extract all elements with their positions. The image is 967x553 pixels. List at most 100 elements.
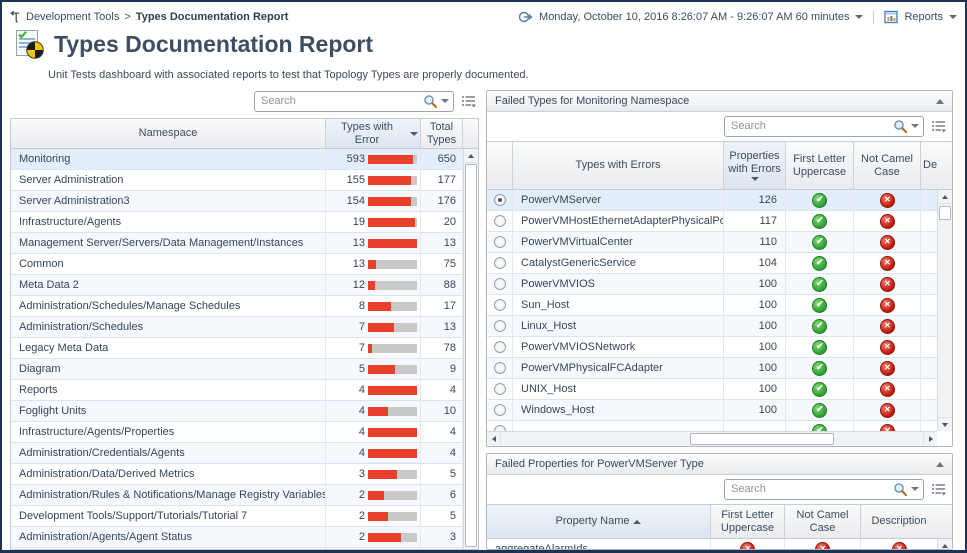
- collapse-icon[interactable]: [936, 461, 944, 467]
- table-row[interactable]: Administration/Data/Derived Metrics 3 5: [11, 464, 463, 485]
- table-row[interactable]: Infrastructure/Agents/Properties 4 4: [11, 422, 463, 443]
- row-radio-button[interactable]: [493, 320, 506, 332]
- table-row[interactable]: Server Administration 155 177: [11, 170, 463, 191]
- failed-properties-panel-header[interactable]: Failed Properties for PowerVMServer Type: [487, 454, 952, 475]
- row-radio-button[interactable]: [493, 299, 506, 311]
- types-with-error-cell: 4: [326, 443, 421, 463]
- table-row[interactable]: Management Server/Servers/Data Managemen…: [11, 233, 463, 254]
- row-radio-button[interactable]: [493, 383, 506, 395]
- table-row[interactable]: Sun_Host 100: [487, 295, 937, 316]
- search-icon[interactable]: [893, 119, 908, 134]
- row-radio-button[interactable]: [493, 404, 506, 416]
- table-row[interactable]: Diagram 5 9: [11, 359, 463, 380]
- scroll-up-button[interactable]: [464, 149, 478, 163]
- table-row[interactable]: PowerVMVIOSNetwork 100: [487, 337, 937, 358]
- table-row[interactable]: Monitoring 593 650: [11, 149, 463, 170]
- scrollbar-thumb[interactable]: [939, 206, 951, 220]
- column-header-total-types[interactable]: Total Types: [421, 119, 463, 148]
- namespace-cell: Reports: [11, 380, 326, 400]
- breadcrumb-section[interactable]: Development Tools: [26, 10, 120, 23]
- column-header-not-camel-case[interactable]: Not Camel Case: [785, 505, 861, 538]
- table-row[interactable]: Common 13 75: [11, 254, 463, 275]
- table-row[interactable]: PowerVMVirtualCenter 110: [487, 232, 937, 253]
- not-camel-case-cell: [854, 337, 921, 357]
- search-input[interactable]: [731, 120, 890, 132]
- column-header-properties-with-errors[interactable]: Properties with Errors: [724, 142, 786, 189]
- row-radio-button[interactable]: [493, 236, 506, 248]
- vertical-scrollbar[interactable]: [937, 539, 952, 549]
- column-header-description-truncated[interactable]: Des: [923, 159, 937, 172]
- row-radio-button[interactable]: [493, 425, 506, 431]
- column-header-types-with-error[interactable]: Types with Error: [326, 119, 421, 148]
- failed-properties-grid: Property Name First Letter Uppercase Not…: [487, 504, 952, 549]
- column-header-first-letter-uppercase[interactable]: First Letter Uppercase: [711, 505, 785, 538]
- scrollbar-thumb[interactable]: [689, 433, 834, 445]
- horizontal-scrollbar[interactable]: [487, 431, 937, 446]
- search-dropdown-icon[interactable]: [441, 99, 449, 103]
- vertical-scrollbar[interactable]: [937, 190, 952, 431]
- search-input[interactable]: [261, 95, 420, 107]
- table-row[interactable]: PowerVMServer 126: [487, 190, 937, 211]
- table-row[interactable]: PowerVMHostEthernetAdapterPhysicalPort 11…: [487, 211, 937, 232]
- search-icon[interactable]: [423, 94, 438, 109]
- reports-menu-label[interactable]: Reports: [904, 10, 943, 23]
- table-row[interactable]: Infrastructure/Agents 19 20: [11, 212, 463, 233]
- vertical-scrollbar[interactable]: [463, 149, 478, 549]
- table-row[interactable]: Linux_Host 100: [487, 316, 937, 337]
- search-dropdown-icon[interactable]: [911, 487, 919, 491]
- error-ratio-bar: [368, 469, 417, 479]
- table-row[interactable]: Administration/Schedules/Manage Schedule…: [11, 296, 463, 317]
- row-radio-button[interactable]: [493, 215, 506, 227]
- table-row[interactable]: Administration/Credentials/Agents 4 4: [11, 443, 463, 464]
- table-row[interactable]: aggregateAlarmIds: [487, 539, 937, 549]
- history-icon[interactable]: [8, 10, 21, 23]
- column-header-namespace[interactable]: Namespace: [11, 119, 326, 148]
- scroll-up-button[interactable]: [938, 539, 952, 549]
- table-row[interactable]: Administration/Schedules 7 13: [11, 317, 463, 338]
- scroll-left-button[interactable]: [487, 432, 501, 446]
- table-row[interactable]: Development Tools/Support/Tutorials/Tuto…: [11, 506, 463, 527]
- table-row[interactable]: UNIX_Host 100: [487, 379, 937, 400]
- column-header-not-camel-case[interactable]: Not Camel Case: [854, 142, 921, 189]
- row-radio-button[interactable]: [493, 341, 506, 353]
- time-range-dropdown-icon[interactable]: [855, 14, 864, 19]
- row-radio-button[interactable]: [493, 257, 506, 269]
- error-ratio-bar-fill: [368, 280, 375, 290]
- table-row[interactable]: PowerVMVIOS 100: [487, 274, 937, 295]
- table-customizer-icon[interactable]: [931, 482, 946, 496]
- scroll-down-button[interactable]: [938, 417, 952, 431]
- scroll-right-button[interactable]: [923, 432, 937, 446]
- table-row[interactable]: Windows_Host 100: [487, 400, 937, 421]
- types-with-error-cell: 154: [326, 191, 421, 211]
- table-row[interactable]: Meta Data 2 12 88: [11, 275, 463, 296]
- error-count: 4: [358, 384, 365, 396]
- search-input[interactable]: [731, 483, 890, 495]
- row-radio-button[interactable]: [493, 362, 506, 374]
- table-customizer-icon[interactable]: [461, 94, 476, 108]
- table-row[interactable]: [487, 421, 937, 431]
- column-header-types-with-errors[interactable]: Types with Errors: [513, 142, 724, 189]
- scroll-up-button[interactable]: [938, 190, 952, 204]
- row-radio-button[interactable]: [493, 278, 506, 290]
- table-row[interactable]: Reports 4 4: [11, 380, 463, 401]
- search-icon[interactable]: [893, 482, 908, 497]
- scrollbar-thumb[interactable]: [465, 164, 477, 547]
- properties-with-errors-cell: 100: [724, 274, 786, 294]
- table-row[interactable]: PowerVMPhysicalFCAdapter 100: [487, 358, 937, 379]
- search-dropdown-icon[interactable]: [911, 124, 919, 128]
- table-row[interactable]: CatalystGenericService 104: [487, 253, 937, 274]
- table-row[interactable]: Administration/Rules & Notifications/Man…: [11, 485, 463, 506]
- reports-dropdown-icon[interactable]: [949, 14, 957, 19]
- time-range-label[interactable]: Monday, October 10, 2016 8:26:07 AM - 9:…: [539, 10, 850, 23]
- column-header-description[interactable]: Description: [871, 515, 927, 528]
- table-customizer-icon[interactable]: [931, 119, 946, 133]
- failed-types-panel-header[interactable]: Failed Types for Monitoring Namespace: [487, 91, 952, 112]
- column-header-property-name[interactable]: Property Name: [487, 505, 711, 538]
- collapse-icon[interactable]: [936, 98, 944, 104]
- table-row[interactable]: Foglight Units 4 10: [11, 401, 463, 422]
- row-radio-button[interactable]: [493, 194, 506, 206]
- table-row[interactable]: Legacy Meta Data 7 78: [11, 338, 463, 359]
- table-row[interactable]: Administration/Agents/Agent Status 2 3: [11, 527, 463, 548]
- column-header-first-letter-uppercase[interactable]: First Letter Uppercase: [786, 142, 854, 189]
- table-row[interactable]: Server Administration3 154 176: [11, 191, 463, 212]
